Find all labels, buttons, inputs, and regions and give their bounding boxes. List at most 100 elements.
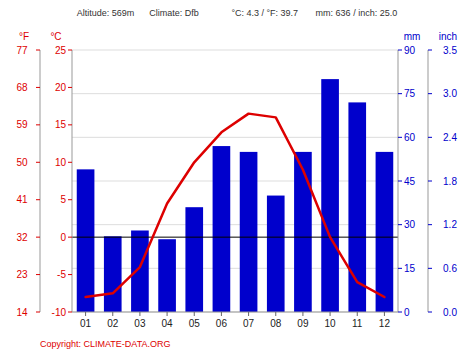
- bar-series: [77, 79, 393, 312]
- tick: [194, 312, 195, 316]
- tick: [398, 312, 402, 313]
- bar: [213, 146, 231, 312]
- tick-label: 20: [55, 82, 67, 93]
- line: [86, 114, 385, 297]
- tick-label: 5: [60, 194, 66, 205]
- tick: [398, 93, 402, 94]
- tick-label: 1.8: [443, 176, 457, 187]
- x-axis-line: [72, 312, 398, 313]
- tick: [248, 312, 249, 316]
- tick-label: 25: [55, 45, 67, 56]
- grid-line: [72, 312, 398, 313]
- tick-label: 10: [325, 318, 337, 329]
- tick-label: 1.2: [443, 219, 457, 230]
- tick: [68, 237, 72, 238]
- tick-label: 3.0: [443, 88, 457, 99]
- tick: [139, 312, 140, 316]
- tick-label: 15: [404, 263, 416, 274]
- tick: [112, 312, 113, 316]
- tick: [68, 162, 72, 163]
- tick: [68, 50, 72, 51]
- plot-area: [72, 79, 398, 312]
- tick-label: 0.0: [443, 307, 457, 318]
- tick-label: 01: [80, 318, 92, 329]
- tick: [36, 162, 40, 163]
- tick-label: 08: [270, 318, 282, 329]
- tick-label: 11: [352, 318, 363, 329]
- tick: [357, 312, 358, 316]
- tick-label: 0: [404, 307, 410, 318]
- tick: [428, 224, 432, 225]
- tick: [398, 137, 402, 138]
- tick: [68, 87, 72, 88]
- tick-label: 06: [216, 318, 228, 329]
- tick-label: 02: [107, 318, 119, 329]
- bar: [240, 152, 258, 312]
- tick: [428, 312, 432, 313]
- tick-label: 50: [16, 157, 28, 168]
- tick-label: 14: [16, 307, 28, 318]
- bar: [376, 152, 394, 312]
- grid: [72, 50, 398, 312]
- tick-label: 0.6: [443, 263, 457, 274]
- tick: [384, 312, 385, 316]
- tick-label: 09: [297, 318, 309, 329]
- grid-line: [72, 93, 398, 94]
- tick-label: 0: [60, 232, 66, 243]
- tick-label: 75: [404, 88, 416, 99]
- axis-label: mm: [404, 31, 421, 42]
- tick: [428, 50, 432, 51]
- bar: [185, 207, 203, 312]
- bar: [104, 236, 122, 312]
- axis-label: °C: [50, 31, 61, 42]
- tick: [36, 274, 40, 275]
- tick: [428, 93, 432, 94]
- bar: [267, 196, 285, 312]
- tick-label: 05: [189, 318, 201, 329]
- tick: [36, 312, 40, 313]
- separator: [40, 50, 41, 312]
- tick: [221, 312, 222, 316]
- tick-label: 12: [379, 318, 391, 329]
- tick-label: -5: [57, 269, 66, 280]
- tick: [68, 312, 72, 313]
- tick: [36, 199, 40, 200]
- grid-line: [72, 50, 398, 51]
- bar: [158, 239, 176, 312]
- tick-label: 30: [404, 219, 416, 230]
- bar: [77, 169, 95, 312]
- tick: [398, 50, 402, 51]
- tick-label: 2.4: [443, 132, 457, 143]
- tick: [36, 50, 40, 51]
- tick: [68, 274, 72, 275]
- tick: [428, 137, 432, 138]
- tick-label: 10: [55, 157, 67, 168]
- bar: [294, 152, 312, 312]
- tick-label: -10: [52, 307, 67, 318]
- tick: [428, 181, 432, 182]
- tick-label: 59: [16, 119, 28, 130]
- zero-line: [72, 237, 398, 238]
- bar: [131, 230, 149, 312]
- tick-label: 90: [404, 45, 416, 56]
- title: Altitude: 569m Climate: Dfb °C: 4.3 / °F…: [77, 8, 397, 18]
- tick: [398, 268, 402, 269]
- axis-label: °F: [19, 31, 29, 42]
- bar: [321, 79, 339, 312]
- tick-label: 07: [243, 318, 255, 329]
- tick: [302, 312, 303, 316]
- tick-label: 68: [16, 82, 28, 93]
- tick: [36, 124, 40, 125]
- tick-label: 3.5: [443, 45, 457, 56]
- tick: [275, 312, 276, 316]
- tick: [68, 199, 72, 200]
- annotation: Copyright: CLIMATE-DATA.ORG: [40, 339, 171, 349]
- tick-label: 77: [16, 45, 28, 56]
- axis-label: inch: [439, 31, 457, 42]
- chart: Altitude: 569m Climate: Dfb °C: 4.3 / °F…: [0, 0, 474, 355]
- tick-label: 15: [55, 119, 67, 130]
- tick: [330, 312, 331, 316]
- y-axis-line: [72, 50, 73, 312]
- tick-label: 60: [404, 132, 416, 143]
- tick: [428, 268, 432, 269]
